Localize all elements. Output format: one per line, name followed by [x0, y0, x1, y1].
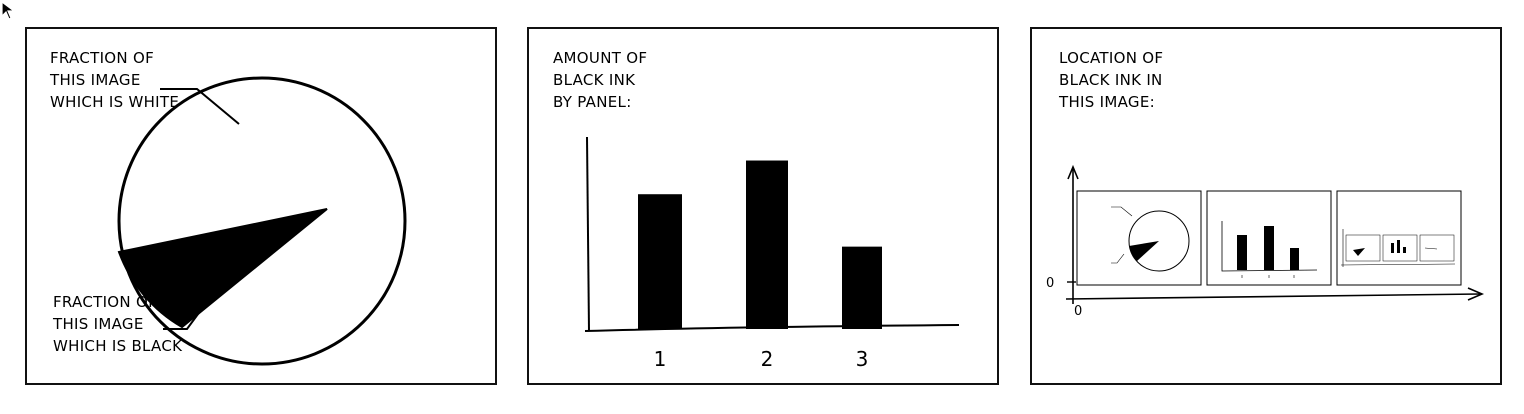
bar-3	[842, 246, 882, 329]
bar-1	[638, 194, 682, 329]
location-plot-title: LOCATION OF BLACK INK IN THIS IMAGE:	[1059, 47, 1163, 113]
location-title-line-2: BLACK INK IN	[1059, 71, 1163, 89]
bar-chart: 1 2 3	[584, 136, 960, 371]
white-label: FRACTION OF THIS IMAGE WHICH IS WHITE	[50, 47, 179, 113]
location-title-line-1: LOCATION OF	[1059, 49, 1164, 67]
black-label-line-3: WHICH IS BLACK	[53, 337, 183, 355]
location-plot	[1065, 164, 1485, 304]
bar-title-line-3: BY PANEL:	[553, 93, 632, 111]
white-label-leader	[160, 88, 240, 125]
black-label: FRACTION OF THIS IMAGE WHICH IS BLACK	[53, 291, 182, 357]
bar-title-line-1: AMOUNT OF	[553, 49, 648, 67]
bar-tick-label: 3	[856, 347, 869, 371]
bar-title-line-2: BLACK INK	[553, 71, 636, 89]
bar-tick-label: 1	[654, 347, 667, 371]
black-label-leader	[163, 290, 216, 330]
black-label-line-1: FRACTION OF	[53, 293, 158, 311]
x-axis-zero-label: 0	[1074, 304, 1083, 319]
y-axis-arrow-icon	[1067, 164, 1079, 180]
x-axis-arrow-icon	[1467, 287, 1485, 301]
bar-chart-title: AMOUNT OF BLACK INK BY PANEL:	[553, 47, 647, 113]
y-axis	[586, 136, 590, 332]
x-axis	[1065, 293, 1481, 300]
panel-bar-chart: 1 2 3 AMOUNT OF BLACK INK BY PANEL:	[527, 27, 999, 385]
bar-tick-label: 2	[761, 347, 774, 371]
panel-location-plot: LOCATION OF BLACK INK IN THIS IMAGE: 0 0	[1030, 27, 1502, 385]
location-title-line-3: THIS IMAGE:	[1059, 93, 1155, 111]
pie-chart	[117, 76, 407, 366]
y-axis-zero-label: 0	[1046, 276, 1055, 291]
white-label-line-1: FRACTION OF	[50, 49, 155, 67]
white-label-line-2: THIS IMAGE	[50, 71, 141, 89]
white-label-line-3: WHICH IS WHITE	[50, 93, 180, 111]
black-label-line-2: THIS IMAGE	[53, 315, 144, 333]
thumbnail-panel-3	[1336, 190, 1462, 286]
panel-pie-chart: FRACTION OF THIS IMAGE WHICH IS WHITE FR…	[25, 27, 497, 385]
thumbnail-panel-1	[1076, 190, 1202, 286]
bar-2	[746, 160, 788, 329]
thumbnail-panel-2	[1206, 190, 1332, 286]
mouse-cursor-icon	[1, 0, 16, 20]
pie-slice-black	[117, 208, 328, 329]
